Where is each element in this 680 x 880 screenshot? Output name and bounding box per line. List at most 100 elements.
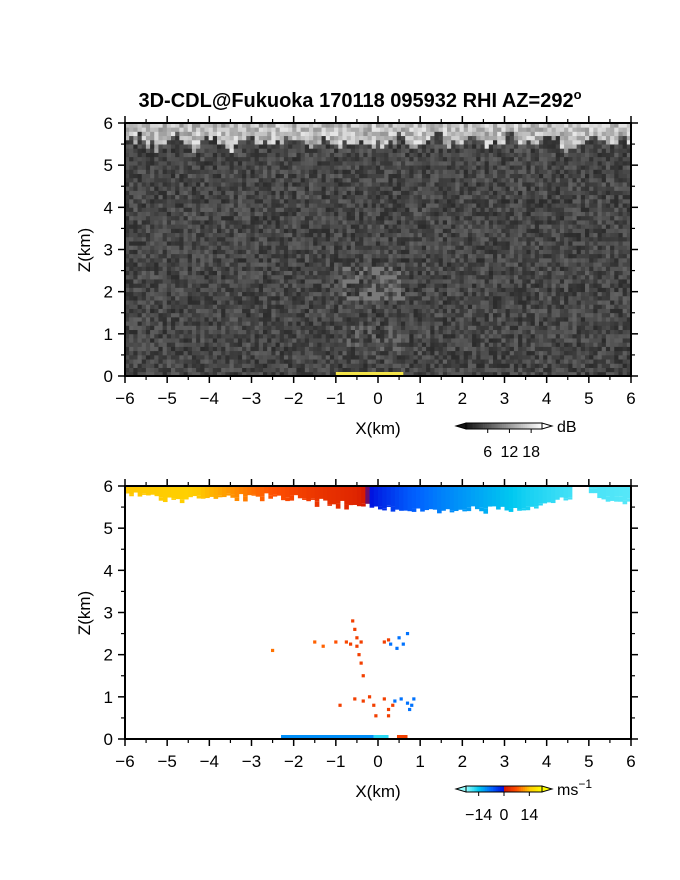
reflectivity-cell: [467, 342, 473, 347]
reflectivity-cell: [137, 123, 143, 128]
reflectivity-cell: [145, 203, 151, 208]
reflectivity-cell: [141, 245, 147, 250]
reflectivity-cell: [455, 329, 460, 335]
reflectivity-cell: [342, 232, 348, 238]
reflectivity-cell: [401, 224, 406, 229]
reflectivity-cell: [154, 359, 159, 364]
reflectivity-cell: [313, 291, 318, 297]
reflectivity-cell: [212, 160, 218, 166]
reflectivity-cell: [342, 253, 348, 259]
reflectivity-cell: [229, 316, 235, 322]
reflectivity-cell: [442, 232, 448, 238]
reflectivity-cell: [442, 177, 448, 183]
reflectivity-cell: [342, 236, 348, 242]
reflectivity-cell: [292, 325, 297, 331]
reflectivity-cell: [183, 333, 189, 339]
reflectivity-cell: [162, 270, 168, 276]
reflectivity-cell: [300, 139, 306, 145]
reflectivity-cell: [371, 253, 377, 259]
reflectivity-cell: [292, 228, 297, 234]
reflectivity-cell: [204, 165, 210, 170]
reflectivity-cell: [438, 257, 444, 263]
reflectivity-cell: [459, 207, 465, 212]
reflectivity-cell: [455, 300, 460, 305]
reflectivity-cell: [246, 354, 251, 360]
reflectivity-cell: [275, 308, 281, 314]
reflectivity-cell: [221, 232, 226, 238]
reflectivity-cell: [300, 295, 306, 301]
reflectivity-cell: [421, 160, 427, 166]
reflectivity-cell: [309, 321, 314, 326]
reflectivity-cell: [204, 198, 210, 204]
reflectivity-cell: [367, 194, 373, 200]
reflectivity-cell: [267, 291, 272, 297]
reflectivity-cell: [426, 342, 431, 347]
reflectivity-cell: [237, 371, 243, 377]
reflectivity-cell: [212, 241, 218, 246]
reflectivity-cell: [334, 135, 339, 141]
reflectivity-cell: [204, 245, 210, 250]
reflectivity-cell: [283, 232, 289, 238]
reflectivity-cell: [304, 211, 310, 217]
reflectivity-cell: [463, 232, 469, 238]
reflectivity-cell: [434, 316, 440, 322]
reflectivity-cell: [434, 308, 440, 314]
reflectivity-cell: [233, 359, 239, 364]
reflectivity-cell: [187, 165, 193, 170]
reflectivity-cell: [263, 232, 268, 238]
reflectivity-cell: [304, 300, 310, 305]
reflectivity-cell: [350, 325, 356, 331]
reflectivity-cell: [171, 270, 176, 276]
reflectivity-cell: [338, 236, 343, 242]
reflectivity-cell: [292, 224, 297, 229]
reflectivity-cell: [196, 190, 201, 196]
reflectivity-cell: [129, 236, 134, 242]
reflectivity-cell: [413, 308, 419, 314]
reflectivity-cell: [196, 371, 201, 377]
reflectivity-cell: [166, 173, 172, 179]
reflectivity-cell: [321, 156, 327, 162]
reflectivity-cell: [455, 266, 460, 271]
reflectivity-cell: [125, 295, 130, 301]
reflectivity-cell: [430, 329, 435, 335]
reflectivity-cell: [426, 253, 431, 259]
reflectivity-cell: [166, 316, 172, 322]
reflectivity-cell: [250, 279, 256, 284]
reflectivity-cell: [133, 367, 138, 373]
reflectivity-cell: [438, 211, 444, 217]
reflectivity-cell: [233, 165, 239, 170]
reflectivity-cell: [359, 291, 364, 297]
reflectivity-cell: [375, 236, 381, 242]
reflectivity-cell: [296, 198, 302, 204]
reflectivity-cell: [313, 257, 318, 263]
reflectivity-cell: [196, 169, 201, 174]
reflectivity-cell: [150, 300, 155, 305]
reflectivity-cell: [350, 173, 356, 179]
reflectivity-cell: [292, 215, 297, 221]
reflectivity-cell: [463, 346, 469, 352]
reflectivity-cell: [250, 257, 256, 263]
reflectivity-cell: [166, 274, 172, 280]
reflectivity-cell: [438, 169, 444, 174]
reflectivity-cell: [246, 371, 251, 377]
reflectivity-cell: [267, 245, 272, 250]
reflectivity-cell: [447, 346, 452, 352]
reflectivity-cell: [309, 203, 314, 208]
reflectivity-cell: [296, 194, 302, 200]
reflectivity-cell: [125, 245, 130, 250]
reflectivity-cell: [409, 253, 414, 259]
reflectivity-cell: [304, 279, 310, 284]
reflectivity-cell: [388, 274, 394, 280]
reflectivity-cell: [304, 135, 310, 141]
reflectivity-cell: [191, 274, 197, 280]
reflectivity-cell: [463, 359, 469, 364]
reflectivity-cell: [187, 363, 193, 368]
reflectivity-cell: [208, 135, 214, 141]
reflectivity-cell: [396, 300, 402, 305]
reflectivity-cell: [392, 207, 398, 212]
reflectivity-cell: [275, 367, 281, 373]
reflectivity-cell: [405, 144, 410, 149]
reflectivity-cell: [229, 148, 235, 153]
reflectivity-cell: [137, 295, 143, 301]
reflectivity-cell: [191, 279, 197, 284]
